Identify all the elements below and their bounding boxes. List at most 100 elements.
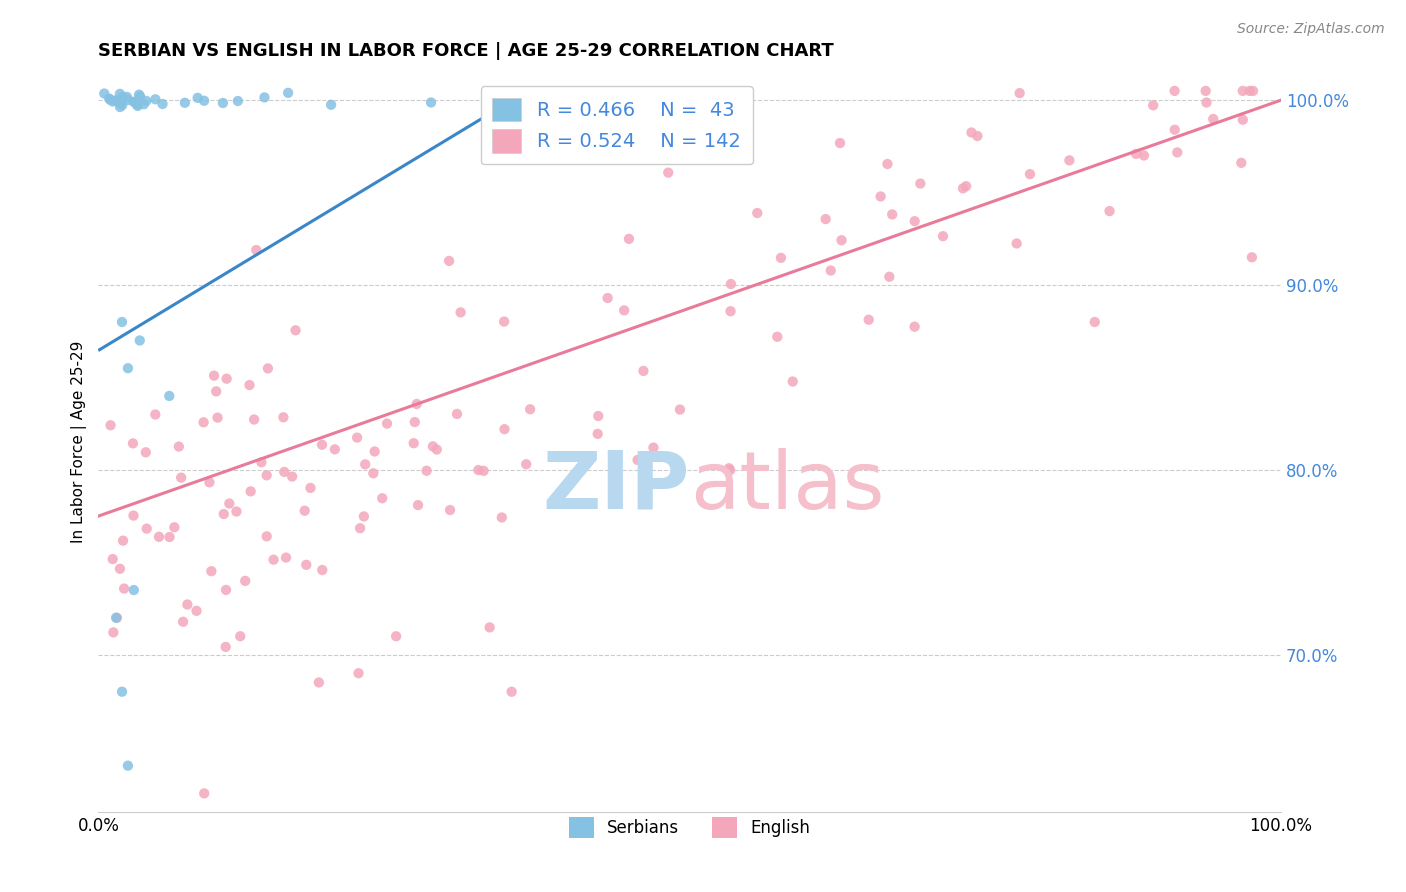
- Text: SERBIAN VS ENGLISH IN LABOR FORCE | AGE 25-29 CORRELATION CHART: SERBIAN VS ENGLISH IN LABOR FORCE | AGE …: [98, 42, 834, 60]
- Point: [402, 436, 425, 450]
- Point: [263, 552, 285, 566]
- Point: [869, 189, 891, 203]
- Point: [613, 303, 636, 318]
- Point: [955, 179, 977, 194]
- Point: [256, 529, 278, 543]
- Point: [135, 522, 157, 536]
- Point: [122, 582, 145, 597]
- Point: [858, 312, 880, 326]
- Point: [212, 95, 235, 110]
- Point: [769, 251, 792, 265]
- Point: [494, 422, 516, 436]
- Point: [273, 410, 295, 425]
- Point: [108, 562, 131, 576]
- Point: [122, 508, 145, 523]
- Point: [308, 675, 330, 690]
- Point: [1005, 236, 1028, 251]
- Point: [588, 409, 610, 423]
- Point: [932, 229, 955, 244]
- Point: [766, 330, 789, 344]
- Point: [1098, 204, 1121, 219]
- Point: [135, 445, 157, 459]
- Point: [148, 530, 170, 544]
- Point: [323, 442, 346, 457]
- Point: [904, 214, 927, 228]
- Point: [200, 564, 222, 578]
- Point: [212, 507, 235, 521]
- Point: [472, 464, 495, 478]
- Point: [782, 375, 804, 389]
- Point: [828, 136, 851, 150]
- Y-axis label: In Labor Force | Age 25-29: In Labor Force | Age 25-29: [72, 341, 87, 543]
- Point: [439, 503, 461, 517]
- Point: [720, 304, 742, 318]
- Point: [207, 410, 229, 425]
- Point: [446, 407, 468, 421]
- Point: [104, 93, 127, 107]
- Point: [115, 90, 138, 104]
- Point: [1195, 95, 1218, 110]
- Point: [747, 206, 769, 220]
- Point: [229, 629, 252, 643]
- Point: [1059, 153, 1081, 168]
- Point: [112, 533, 135, 548]
- Point: [643, 441, 665, 455]
- Point: [105, 611, 128, 625]
- Point: [1195, 84, 1218, 98]
- Point: [111, 98, 134, 112]
- Point: [1084, 315, 1107, 329]
- Point: [960, 126, 983, 140]
- Point: [257, 361, 280, 376]
- Point: [256, 468, 278, 483]
- Point: [617, 232, 640, 246]
- Point: [122, 436, 145, 450]
- Point: [437, 253, 460, 268]
- Point: [422, 439, 444, 453]
- Point: [375, 417, 398, 431]
- Point: [111, 94, 134, 108]
- Point: [233, 574, 256, 588]
- Point: [814, 212, 837, 227]
- Point: [128, 87, 150, 102]
- Point: [202, 368, 225, 383]
- Point: [633, 364, 655, 378]
- Point: [311, 438, 333, 452]
- Point: [122, 95, 145, 109]
- Point: [349, 521, 371, 535]
- Point: [294, 504, 316, 518]
- Point: [108, 95, 131, 110]
- Point: [831, 233, 853, 247]
- Point: [186, 604, 208, 618]
- Point: [239, 484, 262, 499]
- Point: [415, 464, 437, 478]
- Point: [129, 89, 152, 103]
- Point: [1163, 84, 1185, 98]
- Point: [205, 384, 228, 399]
- Point: [117, 758, 139, 772]
- Point: [250, 455, 273, 469]
- Point: [405, 397, 427, 411]
- Point: [319, 97, 342, 112]
- Point: [281, 469, 304, 483]
- Point: [143, 408, 166, 422]
- Point: [952, 181, 974, 195]
- Point: [284, 323, 307, 337]
- Point: [354, 458, 377, 472]
- Point: [347, 666, 370, 681]
- Point: [467, 463, 489, 477]
- Point: [1232, 84, 1254, 98]
- Text: ZIP: ZIP: [543, 448, 690, 525]
- Point: [98, 93, 121, 107]
- Point: [101, 552, 124, 566]
- Point: [404, 415, 426, 429]
- Point: [406, 498, 429, 512]
- Point: [245, 243, 267, 257]
- Legend: Serbians, English: Serbians, English: [562, 811, 817, 844]
- Point: [238, 378, 260, 392]
- Point: [966, 128, 988, 143]
- Point: [353, 509, 375, 524]
- Point: [596, 291, 619, 305]
- Point: [363, 467, 385, 481]
- Point: [105, 94, 128, 108]
- Point: [187, 91, 209, 105]
